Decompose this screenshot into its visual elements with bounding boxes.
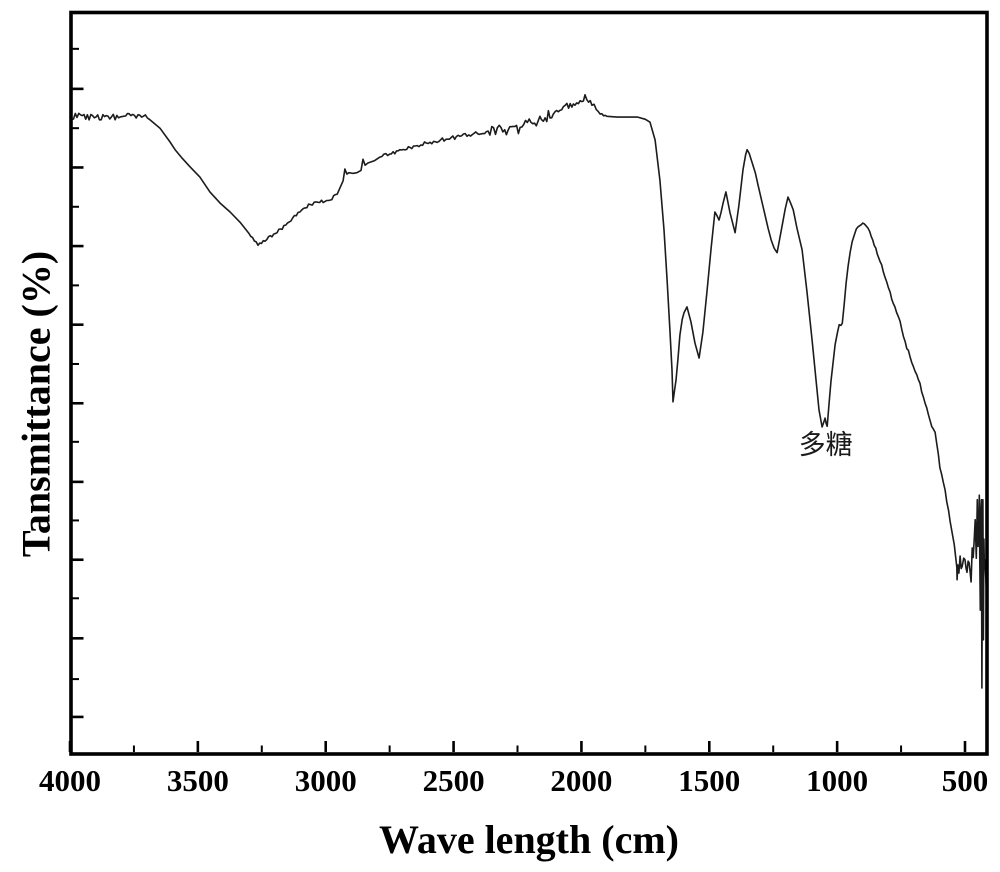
x-tick-label: 1000 [806, 763, 869, 798]
x-axis-title: Wave length (cm) [379, 817, 679, 862]
x-tick-label: 2000 [550, 763, 613, 798]
x-tick-label: 1500 [678, 763, 741, 798]
spectrum-curve [69, 94, 988, 689]
x-tick-label: 3500 [166, 763, 229, 798]
x-tick-label: 500 [941, 763, 989, 798]
annotation-polysaccharide: 多糖 [798, 430, 853, 462]
x-tick-label: 3000 [294, 763, 357, 798]
x-axis-tick-labels: 4000 3500 3000 2500 2000 1500 1000 500 [0, 764, 1000, 800]
axis-ticks [68, 47, 967, 752]
plot-border [69, 10, 989, 756]
x-tick-label: 2500 [422, 763, 485, 798]
y-axis-title: Tansmittance (%) [13, 250, 59, 558]
x-tick-label: 4000 [39, 763, 101, 798]
